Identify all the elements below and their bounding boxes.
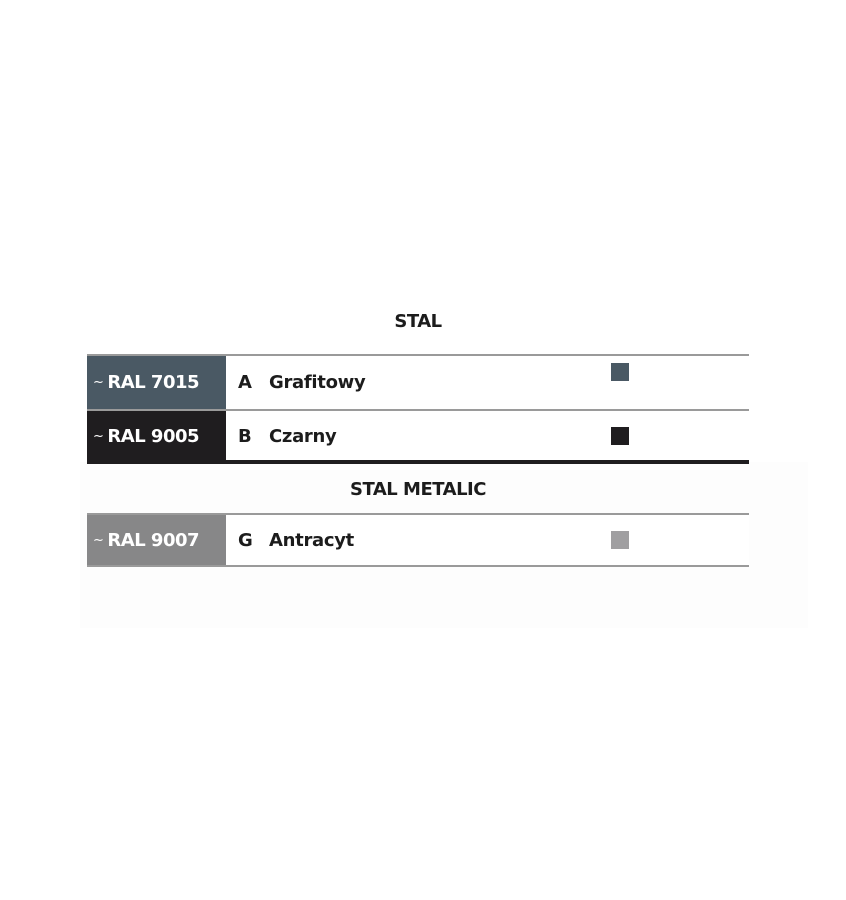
tilde: ~ bbox=[93, 532, 104, 548]
ral-label: ~ RAL 9007 bbox=[87, 515, 226, 565]
color-swatch bbox=[611, 531, 629, 549]
color-code: B bbox=[238, 425, 252, 447]
tilde: ~ bbox=[93, 375, 104, 390]
divider bbox=[87, 513, 749, 515]
ral-code: RAL 9005 bbox=[107, 425, 200, 447]
section-title-stal-metalic: STAL METALIC bbox=[350, 479, 486, 500]
color-code: A bbox=[238, 372, 252, 393]
ral-code: RAL 9007 bbox=[107, 529, 200, 551]
color-swatch bbox=[611, 363, 629, 381]
divider bbox=[87, 565, 749, 567]
color-swatch bbox=[611, 427, 629, 445]
divider bbox=[87, 354, 749, 356]
color-row-ral-9007: ~ RAL 9007 G Antracyt bbox=[87, 515, 749, 565]
color-row-ral-9005: ~ RAL 9005 B Czarny bbox=[87, 411, 749, 461]
color-name: Grafitowy bbox=[269, 372, 366, 393]
color-code: G bbox=[238, 529, 253, 551]
ral-label: ~ RAL 7015 bbox=[87, 356, 226, 409]
color-name: Czarny bbox=[269, 425, 337, 447]
ral-label: ~ RAL 9005 bbox=[87, 411, 226, 461]
color-name: Antracyt bbox=[269, 529, 354, 551]
divider-thick bbox=[87, 460, 749, 464]
tilde: ~ bbox=[93, 428, 104, 444]
divider bbox=[87, 409, 749, 411]
ral-code: RAL 7015 bbox=[107, 372, 200, 393]
section-title-stal: STAL bbox=[394, 311, 442, 332]
color-row-ral-7015: ~ RAL 7015 A Grafitowy bbox=[87, 356, 749, 409]
